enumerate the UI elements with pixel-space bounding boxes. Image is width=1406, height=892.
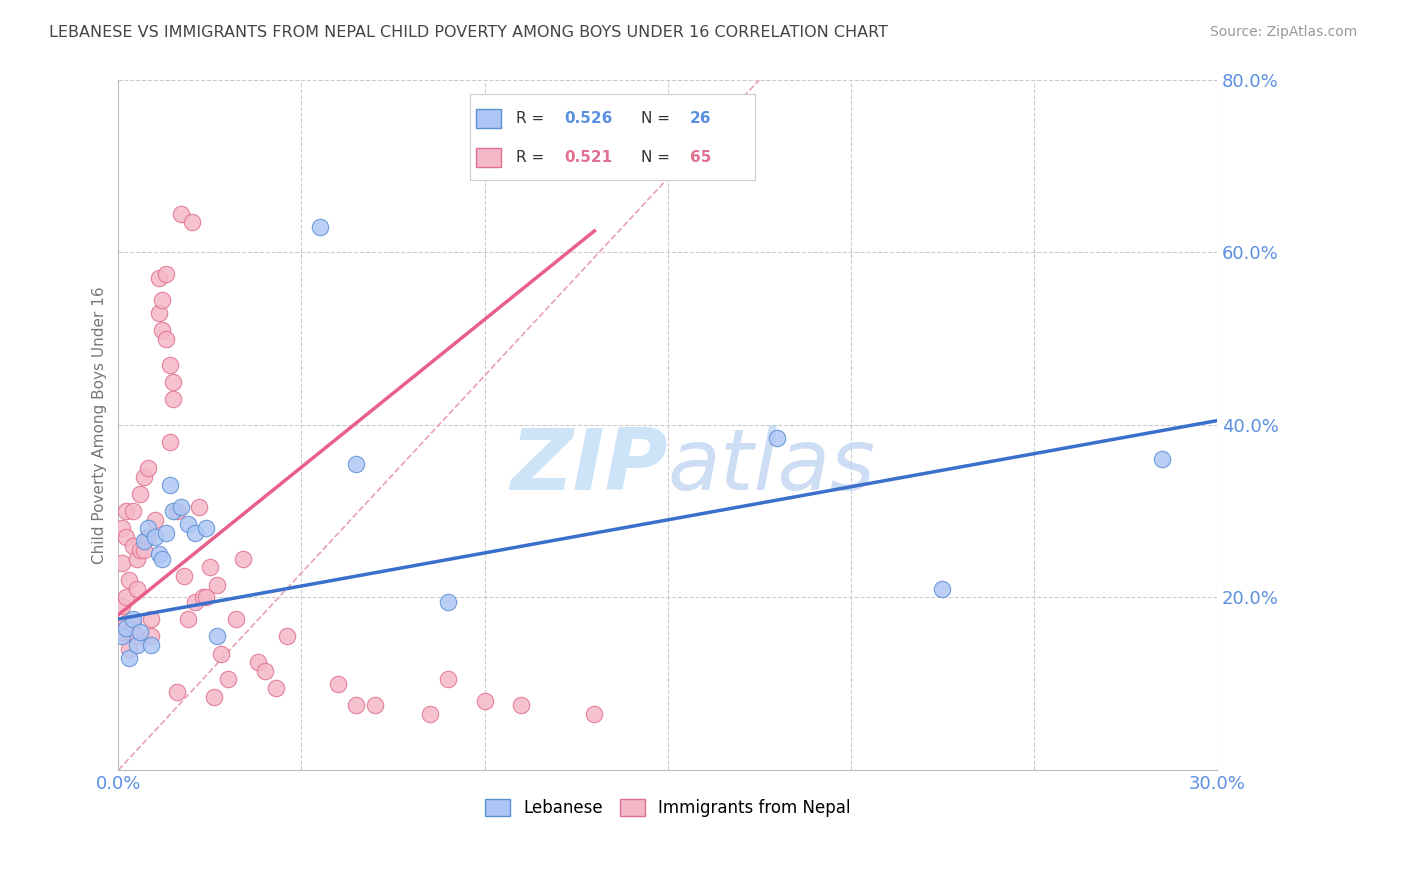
Point bbox=[162, 375, 184, 389]
Point bbox=[276, 629, 298, 643]
Point bbox=[125, 551, 148, 566]
Point bbox=[326, 677, 349, 691]
Point bbox=[931, 582, 953, 596]
Point bbox=[125, 638, 148, 652]
Point bbox=[141, 638, 163, 652]
Point bbox=[766, 431, 789, 445]
Point bbox=[122, 612, 145, 626]
Point bbox=[159, 478, 181, 492]
Point bbox=[118, 642, 141, 657]
Point bbox=[583, 706, 606, 721]
Point bbox=[155, 267, 177, 281]
Point bbox=[207, 577, 229, 591]
Y-axis label: Child Poverty Among Boys Under 16: Child Poverty Among Boys Under 16 bbox=[93, 286, 107, 564]
Point bbox=[437, 595, 460, 609]
Point bbox=[159, 358, 181, 372]
Point bbox=[118, 651, 141, 665]
Point bbox=[155, 525, 177, 540]
Point bbox=[122, 616, 145, 631]
Text: ZIP: ZIP bbox=[510, 425, 668, 508]
Point bbox=[253, 664, 276, 678]
Point bbox=[246, 655, 269, 669]
Point bbox=[114, 616, 136, 631]
Point bbox=[118, 625, 141, 640]
Point bbox=[419, 706, 441, 721]
Point bbox=[122, 504, 145, 518]
Point bbox=[344, 698, 367, 713]
Point bbox=[177, 612, 200, 626]
Point bbox=[150, 293, 173, 307]
Point bbox=[170, 500, 193, 514]
Point bbox=[188, 500, 211, 514]
Point bbox=[195, 521, 218, 535]
Point bbox=[118, 573, 141, 587]
Point bbox=[114, 621, 136, 635]
Point bbox=[143, 513, 166, 527]
Point bbox=[148, 547, 170, 561]
Point bbox=[129, 487, 152, 501]
Point bbox=[191, 591, 214, 605]
Point bbox=[209, 647, 232, 661]
Point bbox=[198, 560, 221, 574]
Point bbox=[162, 504, 184, 518]
Point bbox=[344, 457, 367, 471]
Point bbox=[184, 595, 207, 609]
Point bbox=[150, 323, 173, 337]
Point bbox=[474, 694, 496, 708]
Point bbox=[162, 392, 184, 406]
Point bbox=[184, 525, 207, 540]
Point bbox=[114, 504, 136, 518]
Legend: Lebanese, Immigrants from Nepal: Lebanese, Immigrants from Nepal bbox=[478, 792, 858, 824]
Point bbox=[111, 625, 134, 640]
Point bbox=[170, 207, 193, 221]
Point bbox=[308, 219, 330, 234]
Point bbox=[437, 673, 460, 687]
Point bbox=[129, 625, 152, 640]
Point bbox=[114, 591, 136, 605]
Point bbox=[217, 673, 239, 687]
Text: Source: ZipAtlas.com: Source: ZipAtlas.com bbox=[1209, 25, 1357, 39]
Point bbox=[202, 690, 225, 704]
Point bbox=[125, 629, 148, 643]
Point bbox=[111, 556, 134, 570]
Point bbox=[141, 629, 163, 643]
Point bbox=[132, 534, 155, 549]
Point bbox=[114, 530, 136, 544]
Point bbox=[141, 612, 163, 626]
Point bbox=[195, 591, 218, 605]
Point bbox=[122, 539, 145, 553]
Point bbox=[111, 629, 134, 643]
Point bbox=[132, 543, 155, 558]
Point bbox=[111, 521, 134, 535]
Text: LEBANESE VS IMMIGRANTS FROM NEPAL CHILD POVERTY AMONG BOYS UNDER 16 CORRELATION : LEBANESE VS IMMIGRANTS FROM NEPAL CHILD … bbox=[49, 25, 889, 40]
Point bbox=[510, 698, 533, 713]
Text: atlas: atlas bbox=[668, 425, 876, 508]
Point bbox=[143, 530, 166, 544]
Point bbox=[132, 469, 155, 483]
Point bbox=[177, 517, 200, 532]
Point bbox=[1150, 452, 1173, 467]
Point bbox=[136, 521, 159, 535]
Point bbox=[148, 306, 170, 320]
Point bbox=[159, 435, 181, 450]
Point bbox=[166, 685, 188, 699]
Point bbox=[150, 551, 173, 566]
Point bbox=[148, 271, 170, 285]
Point bbox=[125, 582, 148, 596]
Point bbox=[264, 681, 287, 695]
Point bbox=[207, 629, 229, 643]
Point bbox=[225, 612, 247, 626]
Point bbox=[180, 215, 202, 229]
Point bbox=[232, 551, 254, 566]
Point bbox=[111, 599, 134, 614]
Point bbox=[136, 461, 159, 475]
Point bbox=[364, 698, 387, 713]
Point bbox=[155, 332, 177, 346]
Point bbox=[173, 569, 195, 583]
Point bbox=[136, 530, 159, 544]
Point bbox=[129, 543, 152, 558]
Point bbox=[166, 504, 188, 518]
